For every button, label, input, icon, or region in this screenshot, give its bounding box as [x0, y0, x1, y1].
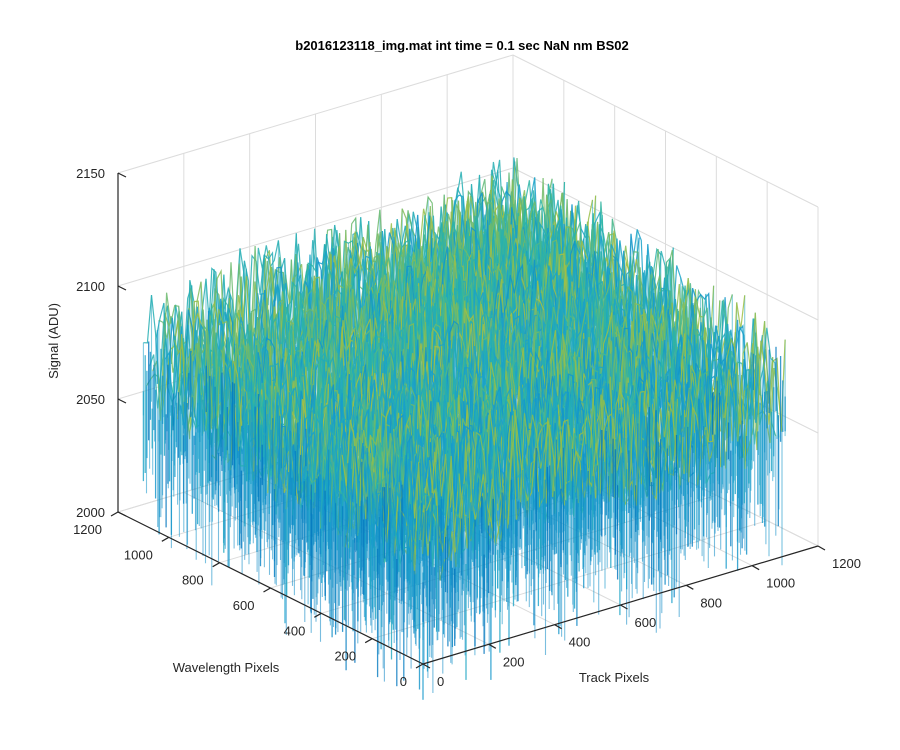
y-tick-mark: [212, 562, 220, 568]
surface-line: [245, 211, 609, 472]
side-wall-grid-line: [512, 54, 819, 208]
z-tick-mark: [117, 172, 127, 178]
y-tick-mark: [110, 511, 119, 517]
x-tick-mark: [422, 663, 431, 669]
z-tick-mark: [117, 398, 127, 404]
z-tick-label: 2050: [76, 392, 105, 407]
x-tick-mark: [488, 643, 497, 649]
z-tick-label: 2100: [76, 279, 105, 294]
surface-line: [264, 226, 628, 494]
back-wall-grid-line: [117, 54, 514, 174]
z-tick-mark: [117, 511, 127, 517]
y-tick-label: 400: [284, 623, 306, 638]
y-tick-label: 200: [334, 649, 356, 664]
z-axis-label: Signal (ADU): [46, 303, 61, 379]
x-tick-label: 1200: [832, 556, 861, 571]
surface-line: [155, 157, 519, 403]
tick-labels: 0 200 400 600 800 1000 1200 0 200 400 600 800 1000 12…: [73, 166, 861, 689]
back-wall-grid-line: [117, 167, 514, 287]
x-tick-mark: [554, 624, 562, 630]
x-tick-label: 1000: [766, 576, 795, 591]
y-tick-mark: [364, 638, 373, 644]
chart-title: b2016123118_img.mat int time = 0.1 sec N…: [295, 38, 628, 53]
y-tick-label: 1000: [124, 547, 153, 562]
x-axis-label: Track Pixels: [579, 670, 650, 685]
x-tick-label: 800: [700, 595, 722, 610]
x-tick-label: 0: [437, 674, 444, 689]
y-tick-mark: [161, 536, 170, 542]
x-tick-mark: [751, 565, 760, 571]
y-axis-label: Wavelength Pixels: [173, 660, 280, 675]
x-tick-mark: [686, 584, 694, 590]
z-tick-mark: [117, 285, 127, 291]
x-tick-label: 200: [503, 654, 525, 669]
y-tick-label: 600: [233, 598, 255, 613]
x-tick-label: 400: [569, 635, 591, 650]
z-tick-label: 2000: [76, 505, 105, 520]
x-tick-mark: [620, 604, 628, 610]
y-tick-label: 800: [182, 573, 204, 588]
y-tick-label: 1200: [73, 522, 102, 537]
surface-line: [422, 339, 786, 553]
surface-mesh: [142, 157, 786, 700]
y-tick-label: 0: [400, 674, 407, 689]
surface-line: [406, 346, 771, 551]
y-tick-mark: [263, 587, 271, 593]
axes: [110, 172, 826, 669]
x-tick-mark: [817, 545, 826, 551]
z-tick-label: 2150: [76, 166, 105, 181]
y-tick-mark: [415, 663, 424, 669]
y-tick-mark: [314, 612, 322, 618]
x-tick-label: 600: [635, 615, 657, 630]
